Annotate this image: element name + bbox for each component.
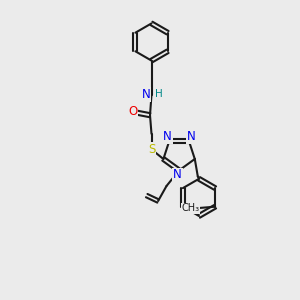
Text: H: H [155,88,163,99]
Text: N: N [173,168,182,182]
Text: O: O [128,105,137,119]
Text: N: N [187,130,196,143]
Text: S: S [148,143,155,156]
Text: N: N [163,130,172,143]
Text: CH₃: CH₃ [182,203,200,213]
Text: N: N [142,88,151,101]
